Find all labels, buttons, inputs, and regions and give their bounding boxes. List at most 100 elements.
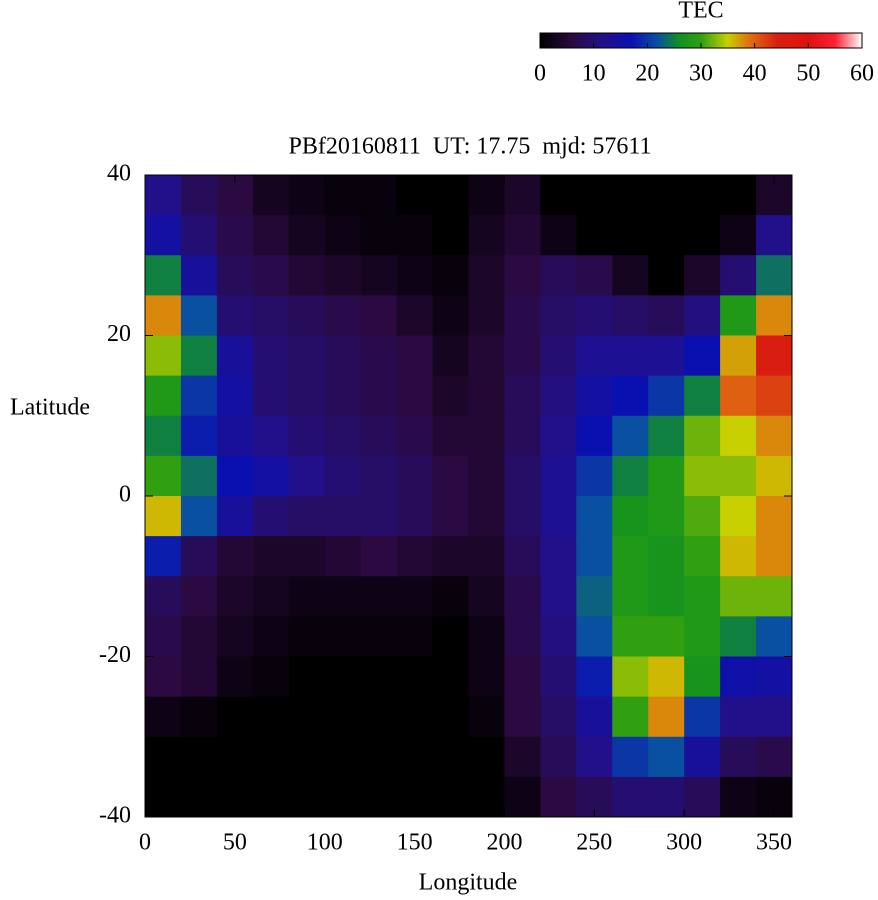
heat-cell: [720, 455, 757, 497]
heat-cell: [288, 255, 326, 296]
heat-cell: [684, 576, 721, 617]
heat-cell: [540, 455, 577, 497]
heat-cell: [252, 736, 290, 778]
heat-cell: [396, 496, 434, 537]
heat-cell: [720, 175, 757, 216]
heat-cell: [648, 496, 685, 537]
heat-cell: [648, 215, 685, 256]
heat-cell: [252, 496, 290, 537]
heat-cell: [288, 776, 326, 818]
heat-cell: [360, 455, 398, 497]
heat-cell: [612, 335, 649, 377]
heat-cell: [648, 776, 685, 818]
heat-cell: [648, 415, 685, 457]
heat-cell: [180, 455, 218, 497]
heat-cell: [360, 295, 398, 336]
heat-cell: [432, 496, 469, 537]
heat-cell: [540, 496, 577, 537]
heat-cell: [180, 375, 218, 417]
heat-cell: [576, 696, 613, 738]
heat-cell: [216, 215, 254, 256]
heat-cell: [324, 215, 362, 256]
heat-cell: [145, 295, 182, 336]
heat-cell: [720, 335, 757, 377]
heat-cell: [684, 736, 721, 778]
heat-cell: [720, 616, 757, 657]
heat-cell: [432, 255, 469, 296]
heat-cell: [756, 255, 793, 296]
heat-cell: [360, 736, 398, 778]
heat-cell: [396, 536, 434, 577]
heat-cell: [432, 696, 469, 738]
heat-cell: [252, 335, 290, 377]
y-tick-label: 20: [107, 321, 131, 347]
heat-cell: [145, 455, 182, 497]
heat-cell: [720, 255, 757, 296]
x-tick-label: 50: [223, 830, 247, 856]
heat-cell: [360, 656, 398, 698]
heat-cell: [288, 215, 326, 256]
heat-cell: [145, 375, 182, 417]
heat-cell: [180, 696, 218, 738]
heat-cell: [360, 616, 398, 657]
heat-cell: [432, 175, 469, 216]
heat-cell: [324, 455, 362, 497]
heat-cell: [504, 616, 541, 657]
heat-cell: [576, 375, 613, 417]
heat-cell: [145, 776, 182, 818]
heat-cell: [324, 175, 362, 216]
heat-cell: [252, 215, 290, 256]
heat-cell: [360, 576, 398, 617]
heat-cell: [540, 776, 577, 818]
y-axis-label: Latitude: [10, 395, 90, 421]
heat-cell: [396, 656, 434, 698]
heat-cell: [145, 335, 182, 377]
heat-cell: [576, 415, 613, 457]
heat-cell: [216, 616, 254, 657]
heat-cell: [145, 696, 182, 738]
heat-cell: [684, 455, 721, 497]
heat-cell: [612, 375, 649, 417]
heat-cell: [540, 335, 577, 377]
heat-cell: [180, 536, 218, 577]
heat-cell: [252, 255, 290, 296]
heat-cell: [324, 255, 362, 296]
heat-cell: [612, 496, 649, 537]
heat-cell: [216, 496, 254, 537]
heat-cell: [396, 616, 434, 657]
heat-cell: [648, 696, 685, 738]
heat-cell: [540, 536, 577, 577]
heat-cell: [720, 776, 757, 818]
heat-cell: [360, 415, 398, 457]
heat-cell: [432, 295, 469, 336]
heat-cell: [396, 455, 434, 497]
heat-cell: [252, 776, 290, 818]
x-tick-label: 250: [576, 830, 612, 856]
heat-cell: [468, 255, 505, 296]
heat-cell: [432, 375, 469, 417]
heat-cell: [684, 536, 721, 577]
heat-cell: [252, 576, 290, 617]
heat-cell: [504, 415, 541, 457]
heat-cell: [540, 415, 577, 457]
heat-cell: [468, 576, 505, 617]
heat-cell: [576, 536, 613, 577]
heat-cell: [576, 295, 613, 336]
heat-cell: [324, 375, 362, 417]
heat-cell: [252, 375, 290, 417]
colorbar-tick-label: 40: [743, 61, 767, 87]
heat-cell: [756, 215, 793, 256]
heat-cell: [252, 616, 290, 657]
heat-cell: [432, 536, 469, 577]
heat-cell: [540, 295, 577, 336]
heat-cell: [648, 656, 685, 698]
heat-cell: [324, 696, 362, 738]
heat-cell: [504, 375, 541, 417]
heat-cell: [684, 656, 721, 698]
heat-cell: [648, 536, 685, 577]
heat-cell: [756, 335, 793, 377]
y-tick-label: 40: [107, 161, 131, 187]
heat-cell: [756, 295, 793, 336]
heat-cell: [648, 375, 685, 417]
colorbar-tick-label: 0: [534, 61, 546, 87]
